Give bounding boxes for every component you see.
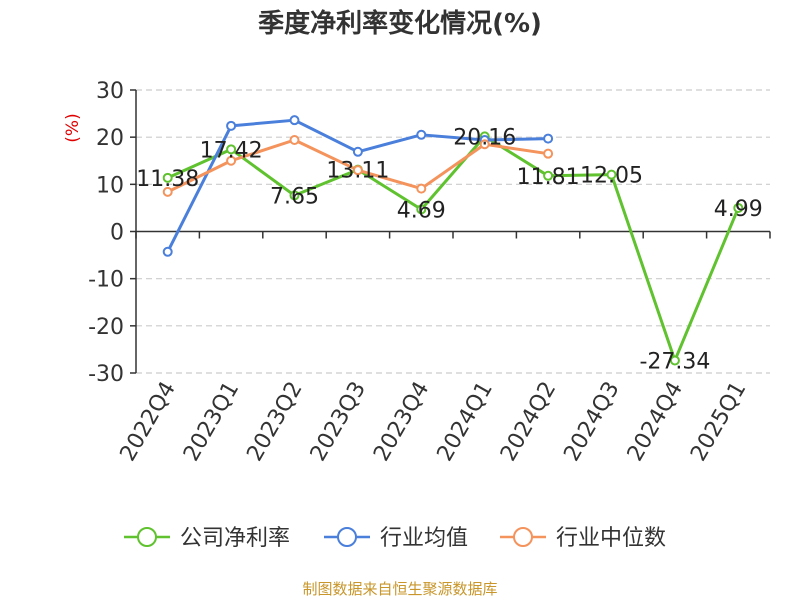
grid [136, 89, 770, 374]
data-point[interactable] [416, 183, 427, 194]
x-tick-label: 2022Q4 [116, 378, 181, 466]
data-point[interactable] [416, 129, 427, 140]
data-point[interactable] [543, 148, 554, 159]
x-tick-label: 2023Q2 [242, 378, 307, 466]
data-label: 4.99 [714, 197, 763, 222]
y-tick-label: 10 [96, 173, 124, 198]
legend-label: 行业均值 [380, 526, 468, 551]
data-label: 17.42 [200, 138, 263, 163]
series-line [167, 134, 740, 362]
data-point[interactable] [162, 172, 173, 183]
legend-label: 公司净利率 [180, 526, 290, 551]
data-point[interactable] [162, 186, 173, 197]
legend-item[interactable]: 公司净利率 [124, 526, 290, 551]
source-note: 制图数据来自恒生聚源数据库 [302, 580, 497, 598]
data-label: 20.16 [453, 125, 516, 150]
x-tick-label: 2023Q3 [306, 378, 371, 466]
x-tick-label: 2023Q1 [179, 378, 244, 466]
x-tick-label: 2023Q4 [369, 378, 434, 466]
data-point[interactable] [226, 144, 237, 155]
data-label: 12.05 [580, 164, 643, 189]
legend-label: 行业中位数 [556, 526, 666, 551]
y-tick-label: 30 [96, 79, 124, 104]
y-tick-label: 0 [110, 221, 124, 246]
data-label: 11.81 [517, 165, 580, 190]
data-point[interactable] [543, 170, 554, 181]
chart-title: 季度净利率变化情况(%) [258, 8, 542, 39]
y-axis-label: (%) [63, 113, 83, 142]
data-label: 7.65 [270, 184, 319, 209]
x-tick-label: 2024Q4 [623, 378, 688, 466]
legend-marker [137, 527, 157, 547]
data-point[interactable] [162, 246, 173, 257]
data-point[interactable] [416, 204, 427, 215]
data-label: -27.34 [639, 349, 710, 374]
x-tick-label: 2024Q2 [496, 378, 561, 466]
data-point[interactable] [289, 190, 300, 201]
data-point[interactable] [226, 155, 237, 166]
series [162, 115, 744, 366]
data-point[interactable] [289, 115, 300, 126]
data-point[interactable] [352, 146, 363, 157]
data-label: 11.38 [136, 167, 199, 192]
y-tick-label: 20 [96, 126, 124, 151]
legend-marker [513, 527, 533, 547]
x-tick-label: 2024Q3 [559, 378, 624, 466]
data-point[interactable] [669, 355, 680, 366]
x-tick-label: 2024Q1 [433, 378, 498, 466]
data-point[interactable] [543, 133, 554, 144]
x-tick-label: 2025Q1 [686, 378, 751, 466]
data-label: 13.11 [326, 159, 389, 184]
y-tick-label: -20 [88, 315, 124, 340]
legend[interactable]: 公司净利率 行业均值 行业中位数 [124, 526, 666, 551]
legend-item[interactable]: 行业均值 [324, 526, 468, 551]
y-tick-label: -10 [88, 268, 124, 293]
legend-marker [337, 527, 357, 547]
legend-item[interactable]: 行业中位数 [500, 526, 666, 551]
data-point[interactable] [352, 165, 363, 176]
data-point[interactable] [226, 120, 237, 131]
y-tick-label: -30 [88, 362, 124, 387]
data-label: 4.69 [397, 198, 446, 223]
data-point[interactable] [479, 139, 490, 150]
data-point[interactable] [733, 202, 744, 213]
data-point[interactable] [606, 169, 617, 180]
data-point[interactable] [289, 134, 300, 145]
